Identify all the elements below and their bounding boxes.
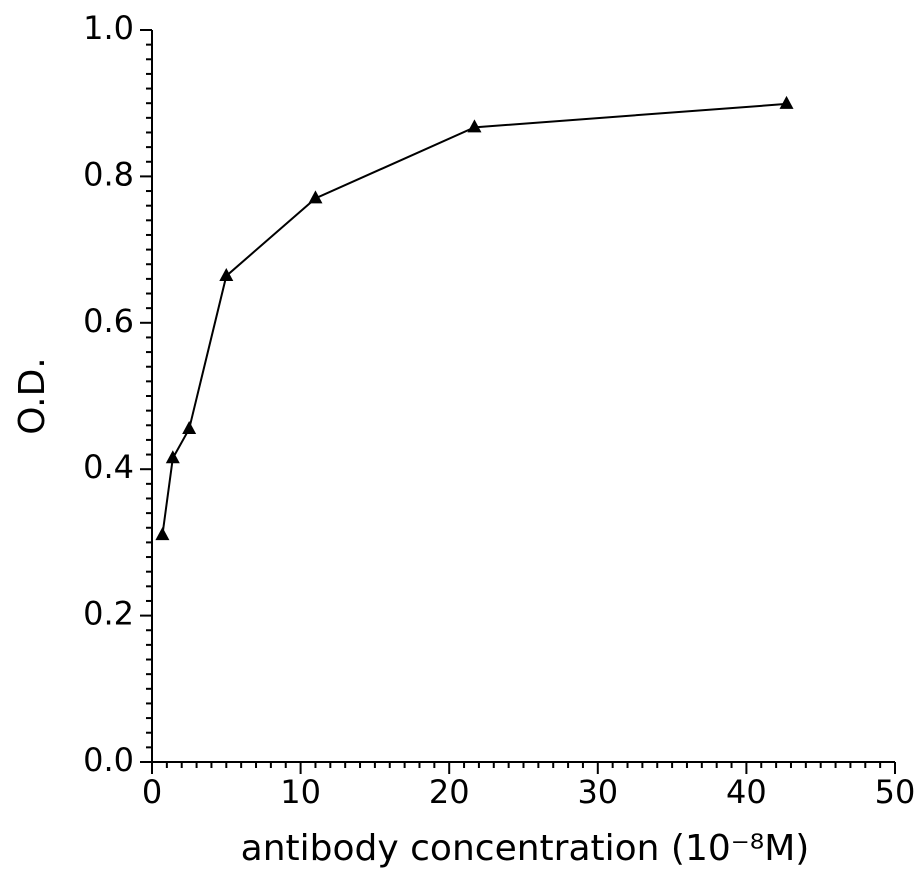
y-axis-label: O.D. <box>12 357 53 434</box>
marker <box>779 95 794 109</box>
y-tick-label: 0.6 <box>83 302 134 340</box>
x-tick-label: 20 <box>429 773 470 811</box>
y-tick-label: 0.4 <box>83 448 134 486</box>
x-tick-label: 30 <box>577 773 618 811</box>
x-tick-label: 10 <box>280 773 321 811</box>
x-tick-label: 40 <box>726 773 767 811</box>
series-line <box>161 102 787 536</box>
y-tick-label: 1.0 <box>83 9 134 47</box>
marker <box>182 420 197 434</box>
y-tick-label: 0.0 <box>83 741 134 779</box>
y-tick-label: 0.2 <box>83 595 134 633</box>
x-tick-label: 0 <box>142 773 162 811</box>
x-tick-label: 50 <box>875 773 916 811</box>
x-axis-label: antibody concentration (10⁻⁸M) <box>241 828 810 869</box>
marker <box>155 527 170 541</box>
marker <box>308 190 323 204</box>
marker <box>467 119 482 133</box>
marker <box>219 267 234 281</box>
marker <box>165 450 180 464</box>
y-tick-label: 0.8 <box>83 155 134 193</box>
